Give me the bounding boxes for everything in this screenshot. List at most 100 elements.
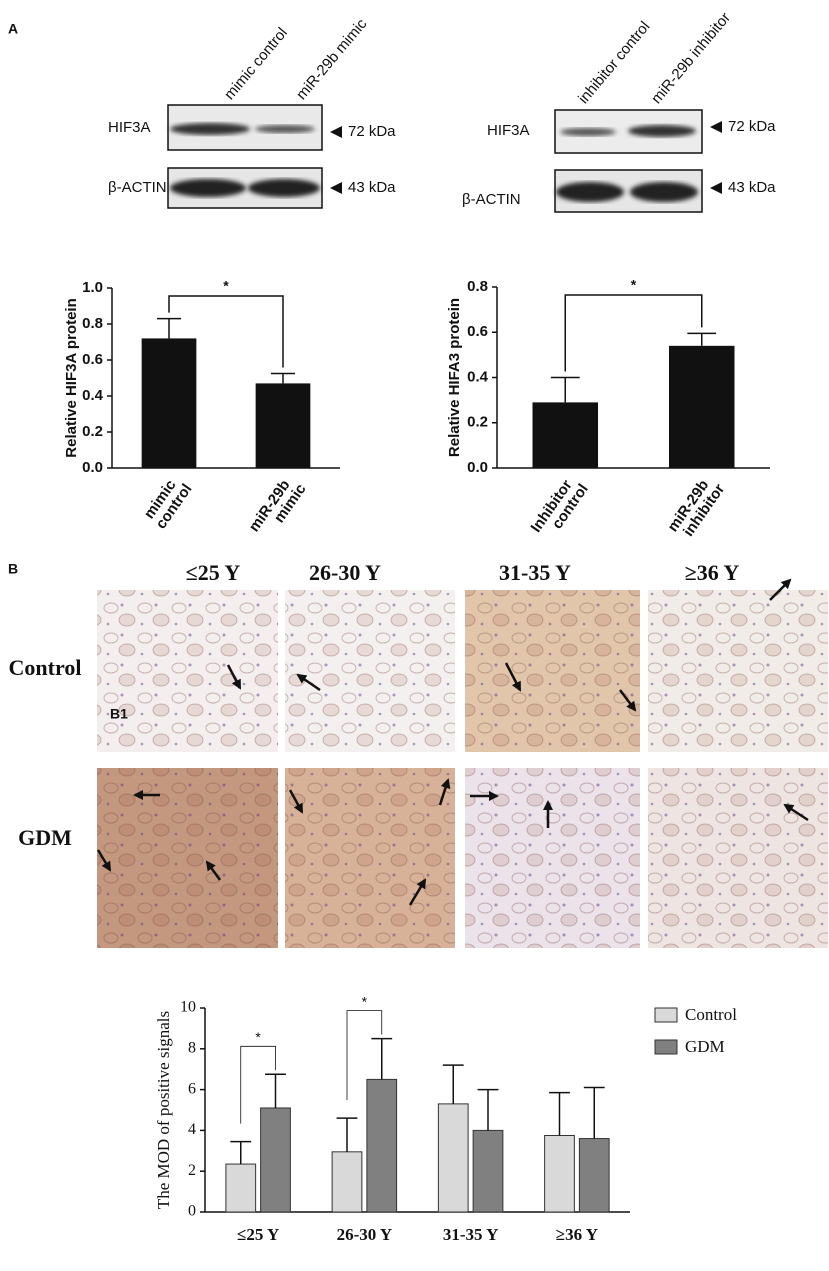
error-bar (687, 332, 717, 346)
row-header: Control (9, 655, 82, 680)
y-tick-label: 0.8 (82, 315, 103, 332)
y-axis-label: Relative HIF3A protein (63, 298, 80, 457)
column-header: 26-30 Y (309, 560, 381, 585)
error-bar (550, 376, 580, 403)
y-tick-label: 0.2 (82, 423, 103, 440)
panel-label: A (8, 21, 18, 37)
legend-label: GDM (685, 1037, 725, 1056)
micrograph-texture (285, 590, 455, 752)
significance-label: * (631, 277, 637, 293)
y-tick-label: 0.0 (82, 459, 103, 476)
legend-swatch (654, 1007, 678, 1023)
marker-arrow (330, 126, 342, 138)
size-label: 43 kDa (348, 179, 396, 196)
y-tick-label: 1.0 (82, 279, 103, 296)
lane-label: miR-29b mimic (293, 15, 371, 103)
band (248, 179, 320, 197)
band (556, 182, 624, 202)
arrow (226, 664, 242, 690)
band (630, 182, 698, 202)
bar (255, 383, 311, 468)
column-header: 31-35 Y (499, 560, 571, 585)
bar (260, 1107, 291, 1213)
error-bar (265, 1073, 286, 1108)
row-header: GDM (18, 825, 72, 850)
significance-bracket (564, 294, 703, 372)
error-bar (230, 1140, 252, 1165)
histology-images (96, 578, 828, 948)
band (170, 123, 250, 135)
y-axis-label: The MOD of positive signals (154, 1011, 173, 1209)
legend-swatch (654, 1039, 678, 1055)
y-tick-label: 2 (188, 1162, 196, 1179)
bar (532, 402, 599, 468)
band (170, 179, 246, 197)
error-bar (371, 1037, 393, 1080)
error-bar (549, 1091, 570, 1136)
arrow (96, 849, 112, 872)
band (560, 128, 616, 136)
blot-right: inhibitor control miR-29b inhibitor HIF3… (462, 9, 776, 213)
protein-label: β-ACTIN (108, 179, 167, 196)
band (628, 125, 696, 137)
arrow (769, 578, 792, 601)
error-bar (270, 372, 296, 384)
bar (141, 338, 197, 468)
blot-left: mimic control miR-29b mimic HIF3A β-ACTI… (108, 15, 396, 209)
marker-arrow (330, 182, 342, 194)
y-tick-label: 0.0 (467, 459, 488, 476)
histology-headers: ≤25 Y 26-30 Y 31-35 Y ≥36 Y Control GDM (9, 560, 740, 850)
micrograph-texture (285, 768, 455, 948)
arrow (205, 860, 222, 881)
bar (331, 1151, 363, 1213)
y-tick-label: 0 (188, 1203, 196, 1220)
micrograph-texture (465, 590, 640, 752)
bar (668, 345, 735, 468)
size-label: 72 kDa (348, 123, 396, 140)
protein-label: HIF3A (487, 122, 530, 139)
error-bar (477, 1088, 499, 1131)
bar (437, 1103, 469, 1213)
size-label: 72 kDa (728, 118, 776, 135)
micrograph-texture (97, 768, 278, 948)
panel-label: B (8, 561, 18, 577)
protein-label: HIF3A (108, 119, 151, 136)
micrograph-texture (648, 590, 828, 752)
lane-label: miR-29b inhibitor (648, 9, 734, 107)
protein-label: β-ACTIN (462, 191, 521, 208)
y-tick-label: 6 (188, 1080, 196, 1097)
micrograph-texture (97, 590, 278, 752)
error-bar (583, 1086, 605, 1139)
error-bar (156, 317, 182, 339)
arrow (783, 803, 809, 822)
bar (544, 1135, 575, 1213)
bar (366, 1078, 398, 1213)
marker-arrow (710, 182, 722, 194)
significance-label: * (255, 1029, 261, 1045)
y-tick-label: 0.4 (82, 387, 104, 404)
arrow (438, 778, 451, 806)
panel-label: B1 (110, 706, 128, 722)
x-tick-label: ≥36 Y (556, 1225, 598, 1244)
significance-bracket (240, 1045, 276, 1124)
significance-label: * (362, 993, 368, 1009)
arrow (296, 673, 321, 692)
column-header: ≤25 Y (186, 560, 241, 585)
y-tick-label: 0.6 (82, 351, 103, 368)
x-tick-label: 31-35 Y (443, 1225, 499, 1244)
arrow (619, 689, 637, 712)
y-tick-label: 0.4 (467, 368, 489, 385)
marker-arrow (710, 121, 722, 133)
lane-label: inhibitor control (575, 18, 653, 107)
lane-label: mimic control (221, 25, 291, 104)
bar (578, 1138, 610, 1213)
arrow (288, 789, 304, 814)
band (255, 125, 315, 133)
y-axis-label: Relative HIFA3 protein (446, 298, 463, 457)
significance-bracket (346, 1010, 383, 1101)
bar (225, 1163, 257, 1213)
y-tick-label: 10 (180, 999, 196, 1016)
y-tick-label: 8 (188, 1039, 196, 1056)
significance-bracket (168, 295, 284, 368)
